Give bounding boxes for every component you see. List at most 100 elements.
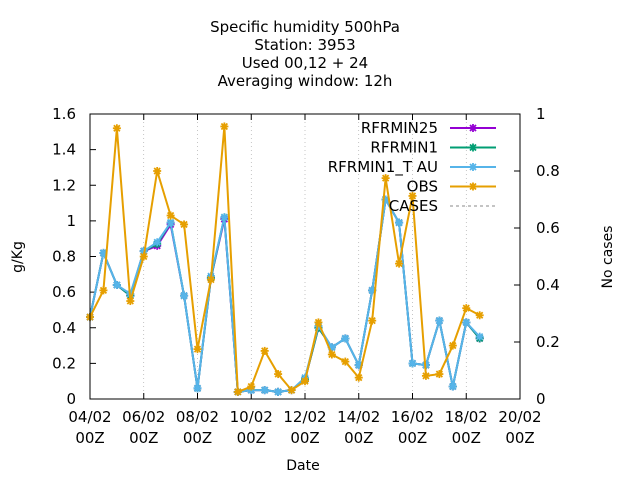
data-point <box>153 167 161 175</box>
data-point <box>314 318 322 326</box>
x-tick-label-time: 00Z <box>505 429 534 447</box>
marker-core <box>451 384 455 388</box>
data-point <box>288 386 296 394</box>
marker-core <box>370 318 374 322</box>
data-point <box>341 334 349 342</box>
marker-core <box>370 288 374 292</box>
y2-axis-label: No cases <box>600 226 616 289</box>
data-point <box>99 286 107 294</box>
marker-core <box>451 343 455 347</box>
marker-core <box>343 336 347 340</box>
marker-core <box>471 184 475 188</box>
marker-core <box>195 386 199 390</box>
marker-core <box>477 313 481 317</box>
data-point <box>449 342 457 350</box>
y-tick-label: 0 <box>66 390 76 408</box>
y-tick-label: 0.6 <box>52 283 76 301</box>
marker-core <box>471 165 475 169</box>
data-point <box>194 345 202 353</box>
legend-item-rfrmin1-t-au: RFRMIN1_T AU <box>328 158 496 177</box>
x-tick-label-time: 00Z <box>75 429 104 447</box>
marker-core <box>155 240 159 244</box>
marker-core <box>262 349 266 353</box>
data-point <box>341 358 349 366</box>
legend-marker <box>469 144 477 152</box>
x-tick-label: 10/02 <box>230 408 273 426</box>
marker-core <box>168 220 172 224</box>
data-point <box>274 370 282 378</box>
marker-core <box>128 299 132 303</box>
y2-tick-label: 0.4 <box>536 276 560 294</box>
data-point <box>153 238 161 246</box>
y2-tick-label: 0 <box>536 390 546 408</box>
x-axis-label: Date <box>286 458 319 474</box>
y2-tick-label: 0.6 <box>536 219 560 237</box>
data-point <box>395 219 403 227</box>
data-point <box>113 124 121 132</box>
title-line: Specific humidity 500hPa <box>210 18 400 36</box>
marker-core <box>115 126 119 130</box>
data-point <box>409 359 417 367</box>
data-point <box>449 383 457 391</box>
marker-core <box>477 334 481 338</box>
data-point <box>261 386 269 394</box>
marker-core <box>115 283 119 287</box>
legend-marker <box>469 163 477 171</box>
title-line: Averaging window: 12h <box>218 72 393 90</box>
data-point <box>476 333 484 341</box>
x-tick-label-time: 00Z <box>452 429 481 447</box>
x-tick-label-time: 00Z <box>129 429 158 447</box>
y2-tick-label: 0.2 <box>536 333 560 351</box>
x-tick-label: 14/02 <box>337 408 380 426</box>
legend-label: RFRMIN1 <box>370 139 438 157</box>
marker-core <box>168 213 172 217</box>
x-tick-label-time: 00Z <box>237 429 266 447</box>
marker-core <box>471 126 475 130</box>
marker-core <box>222 215 226 219</box>
data-point <box>328 350 336 358</box>
legend-item-cases: CASES <box>389 197 496 215</box>
data-point <box>435 370 443 378</box>
series-rfrmin1-t-au <box>86 196 484 396</box>
y-axis-label: g/Kg <box>10 241 26 273</box>
x-tick-label-time: 00Z <box>183 429 212 447</box>
x-tick-label: 04/02 <box>68 408 111 426</box>
marker-core <box>471 145 475 149</box>
y-tick-label: 0.4 <box>52 319 76 337</box>
marker-core <box>397 261 401 265</box>
data-point <box>355 374 363 382</box>
marker-core <box>397 220 401 224</box>
marker-core <box>357 375 361 379</box>
data-point <box>395 260 403 268</box>
data-point <box>113 281 121 289</box>
marker-core <box>276 372 280 376</box>
data-point <box>220 122 228 130</box>
marker-core <box>410 361 414 365</box>
marker-core <box>330 352 334 356</box>
y-tick-label: 1.4 <box>52 141 76 159</box>
data-point <box>435 317 443 325</box>
x-tick-label: 18/02 <box>445 408 488 426</box>
legend-item-rfrmin1: RFRMIN1 <box>370 139 496 157</box>
data-point <box>261 347 269 355</box>
marker-core <box>343 359 347 363</box>
y-axis-ticks: 00.20.40.60.811.21.41.6 <box>52 105 96 408</box>
legend-label: RFRMIN1_T AU <box>328 158 438 177</box>
data-point <box>462 318 470 326</box>
y-tick-label: 0.2 <box>52 354 76 372</box>
legend-marker <box>469 183 477 191</box>
data-point <box>368 317 376 325</box>
y2-tick-label: 1 <box>536 105 546 123</box>
title-line: Used 00,12 + 24 <box>242 54 368 72</box>
x-tick-label-time: 00Z <box>344 429 373 447</box>
marker-core <box>437 372 441 376</box>
marker-core <box>236 390 240 394</box>
marker-core <box>195 347 199 351</box>
marker-core <box>209 277 213 281</box>
x-tick-label-time: 00Z <box>290 429 319 447</box>
y-tick-label: 0.8 <box>52 248 76 266</box>
data-point <box>422 372 430 380</box>
marker-core <box>437 318 441 322</box>
legend-marker <box>469 124 477 132</box>
